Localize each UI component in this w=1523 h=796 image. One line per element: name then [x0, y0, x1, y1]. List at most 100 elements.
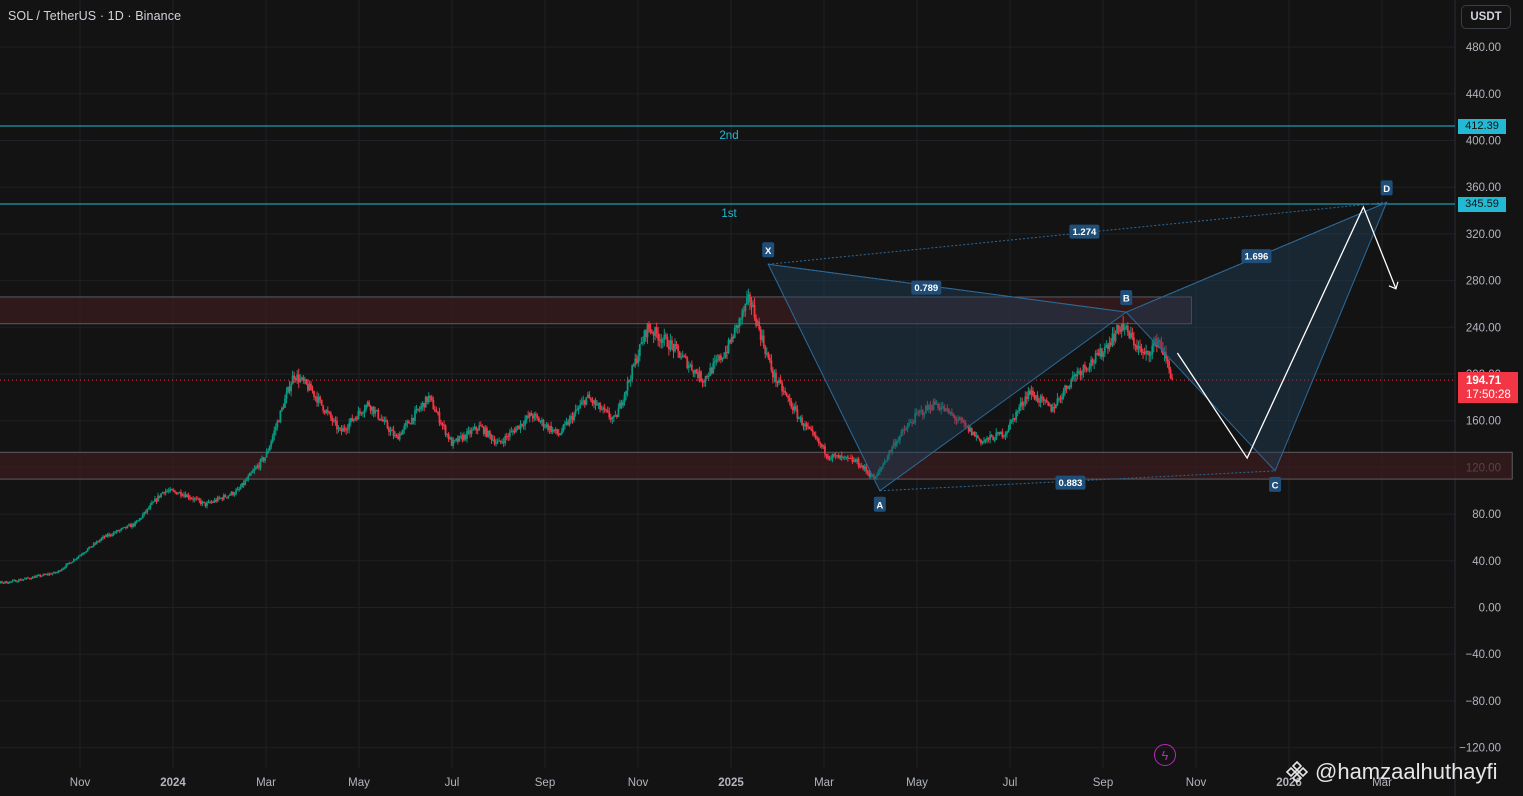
candle-body: [851, 458, 854, 462]
chart-title: SOL / TetherUS · 1D · Binance: [8, 9, 182, 23]
candle-body: [827, 455, 829, 459]
candle-body: [326, 410, 329, 413]
candle-body: [928, 405, 930, 410]
candle-body: [747, 294, 750, 298]
candle-body: [1096, 353, 1099, 355]
candle-body: [964, 422, 967, 426]
candle-body: [1168, 361, 1170, 370]
candle-body: [709, 367, 712, 376]
candle-body: [534, 414, 537, 416]
candle-body: [229, 494, 231, 496]
candle-body: [258, 465, 260, 468]
candle-body: [476, 429, 479, 431]
candle-body: [473, 426, 476, 430]
candle-body: [542, 420, 545, 427]
candle-body: [680, 357, 683, 359]
y-tick-label: 240.00: [1466, 322, 1501, 334]
candle-body: [1044, 400, 1047, 402]
ratio-line-XD: [768, 201, 1387, 265]
candle-body: [1110, 342, 1112, 346]
candle-body: [76, 557, 78, 560]
candle-body: [144, 511, 147, 513]
candle-body: [68, 562, 71, 564]
candle-body: [1004, 433, 1007, 436]
lightning-icon[interactable]: ϟ: [1154, 744, 1176, 766]
candle-body: [915, 412, 918, 414]
candle-body: [137, 520, 140, 522]
candle-body: [45, 574, 48, 576]
candle-body: [1103, 347, 1106, 353]
candle-body: [845, 456, 848, 458]
candle-body: [981, 441, 984, 444]
candle-body: [657, 333, 660, 341]
candle-body: [791, 407, 794, 411]
candle-body: [802, 425, 805, 427]
candle-body: [527, 415, 530, 418]
candle-body: [43, 574, 46, 576]
candle-body: [444, 425, 447, 435]
candle-body: [931, 409, 933, 411]
candle-body: [892, 442, 895, 447]
candle-body: [80, 554, 83, 556]
x-tick-label: Nov: [1186, 777, 1207, 789]
candle-body: [804, 423, 806, 427]
candle-body: [733, 328, 736, 339]
candle-body: [831, 454, 834, 459]
ratio-badge: [1241, 249, 1272, 264]
candle-body: [336, 421, 338, 430]
candle-body: [308, 383, 311, 391]
candle-body: [446, 433, 449, 435]
candle-body: [830, 458, 832, 460]
candle-body: [742, 310, 745, 312]
candle-body: [1, 581, 3, 584]
candle-body: [947, 408, 950, 414]
candle-body: [730, 336, 733, 343]
candle-body: [798, 418, 800, 420]
x-tick-label: Nov: [70, 777, 91, 789]
candle-body: [739, 318, 742, 320]
candle-body: [1113, 333, 1115, 341]
candle-body: [695, 370, 698, 374]
candle-body: [302, 377, 305, 381]
candle-body: [547, 424, 549, 431]
candle-body: [1100, 348, 1103, 357]
candle-body: [524, 419, 527, 426]
currency-button[interactable]: USDT: [1461, 5, 1511, 29]
candle-body: [1053, 406, 1056, 409]
candle-body: [421, 402, 424, 407]
candle-body: [1042, 397, 1045, 401]
candle-body: [622, 401, 624, 406]
candle-body: [300, 377, 303, 379]
candle-body: [518, 425, 520, 429]
candle-body: [1116, 324, 1118, 334]
candle-body: [83, 552, 86, 554]
candle-body: [805, 423, 808, 427]
x-tick-label: May: [906, 777, 928, 789]
candle-body: [458, 436, 461, 442]
candle-body: [645, 330, 647, 338]
level-2nd-price-tag: 412.39: [1458, 118, 1506, 134]
candle-body: [638, 344, 641, 356]
pattern-point-A: [873, 496, 886, 512]
candle-body: [539, 421, 542, 423]
candle-body: [1048, 404, 1051, 406]
candle-body: [863, 466, 866, 469]
candle-body: [453, 439, 456, 441]
candle-body: [868, 472, 871, 476]
candle-body: [320, 399, 323, 406]
y-tick-label: −120.00: [1459, 743, 1501, 755]
candle-body: [1024, 396, 1027, 404]
candle-body: [138, 518, 141, 521]
candle-body: [1097, 353, 1100, 356]
candle-body: [134, 522, 136, 526]
supply-demand-zone: [0, 451, 1513, 480]
candle-body: [310, 383, 312, 391]
candle-body: [582, 400, 585, 402]
candle-body: [360, 412, 363, 414]
candle-body: [568, 418, 571, 425]
candle-body: [1025, 396, 1028, 399]
live-price-tag: 194.71 17:50:28: [1458, 372, 1518, 403]
candle-body: [256, 465, 259, 468]
